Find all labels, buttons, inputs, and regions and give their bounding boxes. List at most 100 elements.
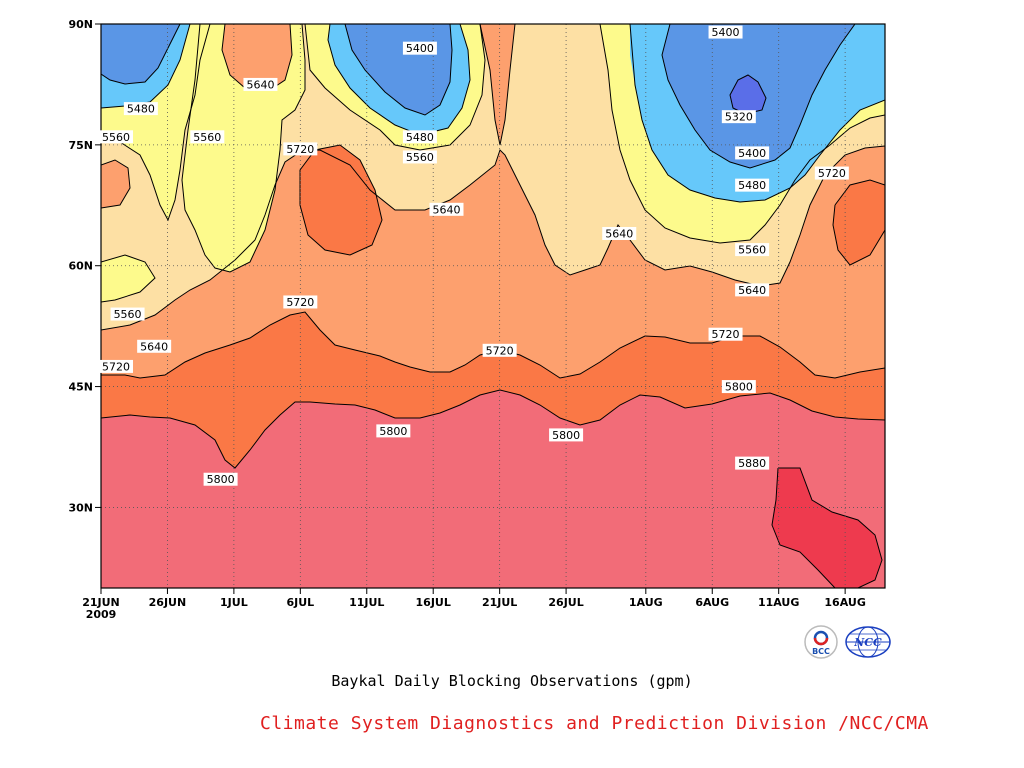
- bcc-logo-icon: BCC: [800, 624, 842, 666]
- contour-label: 5640: [137, 339, 172, 353]
- contour-label-bg: [283, 142, 318, 156]
- contour-label-bg: [110, 307, 145, 321]
- contour-label-text: 5800: [725, 381, 753, 394]
- credit-line: Climate System Diagnostics and Predictio…: [260, 713, 929, 734]
- x-year-label: 2009: [86, 608, 117, 621]
- contour-label: 5640: [243, 77, 278, 91]
- ncc-globe-logo-icon: NCC: [843, 624, 893, 666]
- contour-label-bg: [402, 41, 437, 55]
- contour-label-text: 5560: [193, 131, 221, 144]
- cell-warm-west: [101, 160, 130, 208]
- contour-label-bg: [708, 327, 743, 341]
- contour-label: 5880: [735, 456, 770, 470]
- contour-label: 5400: [735, 146, 770, 160]
- contour-label-text: 5720: [712, 328, 740, 341]
- contour-label: 5720: [99, 359, 133, 373]
- contour-label-text: 5880: [738, 457, 766, 470]
- y-tick-label: 45N: [68, 381, 93, 394]
- x-tick-label: 26JUN: [149, 596, 187, 609]
- contour-label-text: 5320: [725, 111, 753, 124]
- contour-label-bg: [814, 166, 849, 180]
- contour-label-bg: [735, 146, 770, 160]
- y-axis-labels: 30N 45N 60N 75N 90N: [68, 18, 93, 514]
- contour-label-text: 5560: [738, 244, 766, 257]
- contour-label: 5720: [708, 327, 743, 341]
- contour-label-bg: [482, 343, 517, 357]
- contour-label-bg: [99, 130, 133, 144]
- contour-label-text: 5480: [738, 179, 766, 192]
- contour-label-text: 5640: [246, 78, 274, 91]
- cell-hot-south: [772, 468, 882, 588]
- x-tick-label: 11JUL: [349, 596, 384, 609]
- contour-label: 5720: [482, 343, 517, 357]
- contour-labels: 5320 5400 5400 5400 5480 5480 5480 5560 5560 5560…: [99, 25, 849, 486]
- contour-label-bg: [283, 295, 318, 309]
- contour-label: 5400: [402, 41, 437, 55]
- contour-label-bg: [708, 25, 743, 39]
- contour-label-bg: [735, 243, 770, 257]
- y-tick-label: 30N: [68, 501, 93, 514]
- contour-label-text: 5640: [432, 203, 460, 216]
- y-tick-label: 60N: [68, 260, 93, 273]
- contour-label-text: 5800: [379, 425, 407, 438]
- contour-label-bg: [735, 456, 770, 470]
- contour-label-bg: [549, 428, 584, 442]
- contour-label-text: 5480: [406, 131, 434, 144]
- cell-warm-east: [833, 180, 885, 265]
- x-tick-label: 26JUL: [548, 596, 583, 609]
- contour-label: 5800: [203, 472, 238, 486]
- grid-lines: [101, 24, 885, 588]
- plot-fill-regions: [101, 24, 885, 588]
- region-5400: [101, 24, 855, 168]
- contour-lines: [101, 24, 885, 588]
- contour-label: 5320: [721, 110, 756, 124]
- contour-label: 5480: [123, 102, 158, 116]
- contour-label: 5640: [602, 226, 637, 240]
- contour-label: 5560: [99, 130, 133, 144]
- y-tick-label: 75N: [68, 139, 93, 152]
- contour-label: 5640: [429, 202, 464, 216]
- chart-title: Baykal Daily Blocking Observations (gpm): [331, 672, 693, 690]
- x-tick-label: 1JUL: [220, 596, 248, 609]
- contour-label: 5640: [735, 283, 770, 297]
- x-tick-label: 11AUG: [758, 596, 799, 609]
- contour-label: 5560: [402, 150, 437, 164]
- x-axis-labels: 21JUN 26JUN 1JUL 6JUL 11JUL 16JUL 21JUL 26JUL 1A…: [82, 596, 866, 609]
- contour-label-text: 5720: [486, 344, 514, 357]
- contour-label-text: 5720: [286, 143, 314, 156]
- y-tick-label: 90N: [68, 18, 93, 31]
- contour-label-text: 5720: [818, 167, 846, 180]
- x-tick-label: 16JUL: [416, 596, 451, 609]
- contour-label: 5480: [735, 178, 770, 192]
- svg-text:BCC: BCC: [812, 647, 830, 656]
- contour-label: 5800: [721, 380, 756, 394]
- x-tick-label: 21JUN: [82, 596, 120, 609]
- contour-label-text: 5720: [286, 296, 314, 309]
- contour-label: 5800: [549, 428, 584, 442]
- cell-warm-lobe: [222, 24, 292, 90]
- contour-label-text: 5560: [406, 151, 434, 164]
- contour-label: 5480: [402, 130, 437, 144]
- x-tick-label: 16AUG: [824, 596, 865, 609]
- contour-label-text: 5640: [605, 227, 633, 240]
- contour-label-text: 5400: [738, 147, 766, 160]
- x-tick-label: 6AUG: [695, 596, 729, 609]
- contour-label-text: 5800: [207, 473, 235, 486]
- contour-label: 5800: [376, 424, 411, 438]
- contour-label: 5560: [110, 307, 145, 321]
- contour-label-bg: [376, 424, 411, 438]
- contour-label-bg: [243, 77, 278, 91]
- contour-label-bg: [203, 472, 238, 486]
- contour-label-bg: [721, 380, 756, 394]
- contour-label-text: 5480: [127, 103, 155, 116]
- region-5320: [730, 75, 766, 114]
- plot-frame: [100, 23, 886, 589]
- contour-label-bg: [735, 283, 770, 297]
- svg-text:NCC: NCC: [853, 636, 882, 649]
- contour-label-text: 5560: [102, 131, 130, 144]
- contour-label-bg: [402, 150, 437, 164]
- contour-label: 5720: [814, 166, 849, 180]
- contour-label-text: 5400: [712, 26, 740, 39]
- contour-label-bg: [735, 178, 770, 192]
